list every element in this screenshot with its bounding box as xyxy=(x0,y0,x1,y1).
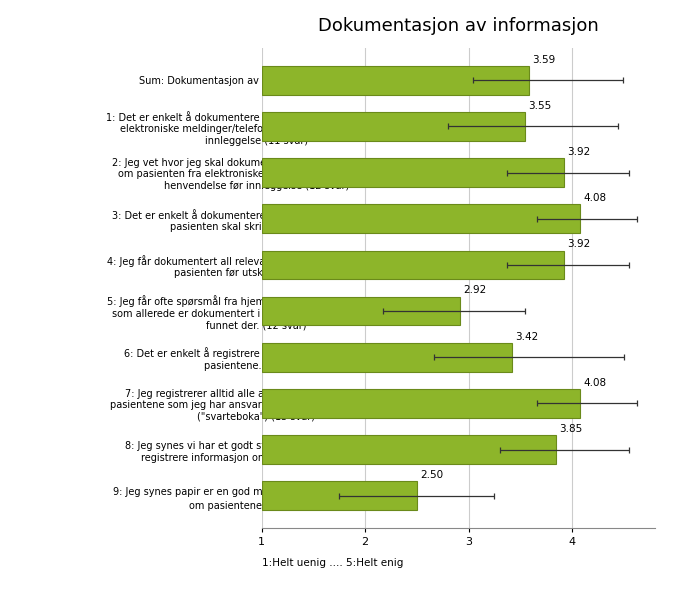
Text: 4.08: 4.08 xyxy=(583,377,606,388)
Text: 3.92: 3.92 xyxy=(566,147,590,157)
Title: Dokumentasjon av informasjon: Dokumentasjon av informasjon xyxy=(318,17,599,35)
Bar xyxy=(262,66,529,95)
Text: 3.59: 3.59 xyxy=(533,55,556,65)
Bar xyxy=(262,205,580,233)
Text: 4.08: 4.08 xyxy=(583,193,606,203)
X-axis label: 1:Helt uenig .... 5:Helt enig: 1:Helt uenig .... 5:Helt enig xyxy=(262,558,403,568)
Bar xyxy=(262,297,460,325)
Text: 2.50: 2.50 xyxy=(420,470,443,480)
Text: 3.85: 3.85 xyxy=(559,424,583,434)
Text: 3.92: 3.92 xyxy=(566,239,590,249)
Bar xyxy=(262,389,580,418)
Bar xyxy=(262,112,525,141)
Text: 2.92: 2.92 xyxy=(463,286,486,295)
Text: 3.55: 3.55 xyxy=(528,101,552,111)
Bar xyxy=(262,481,417,510)
Text: 3.42: 3.42 xyxy=(515,332,538,341)
Bar xyxy=(262,251,564,279)
Bar xyxy=(262,343,512,371)
Bar xyxy=(262,158,564,187)
Bar xyxy=(262,435,556,464)
